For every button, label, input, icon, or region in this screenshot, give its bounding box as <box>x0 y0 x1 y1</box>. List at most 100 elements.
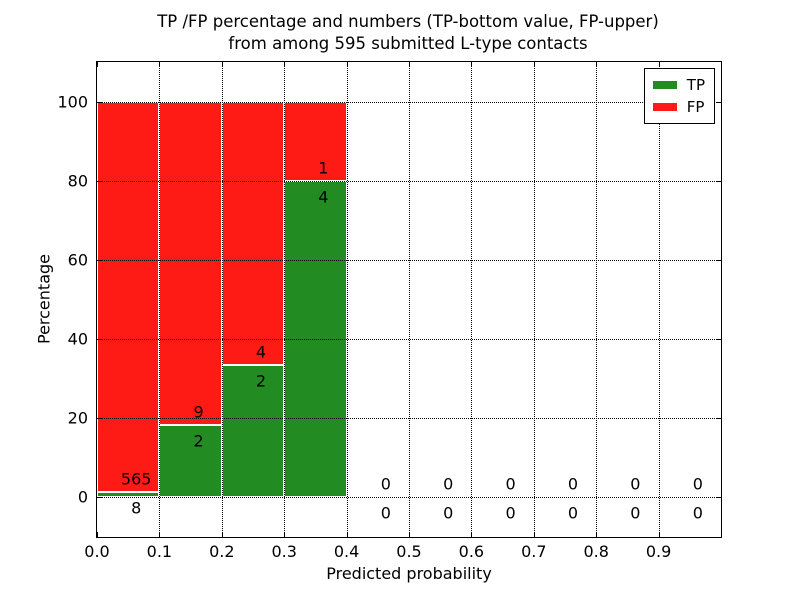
y-tick-mark-right <box>716 259 721 261</box>
x-tick-mark-top <box>221 62 223 67</box>
x-tick-label: 0.4 <box>333 542 360 561</box>
fp-count-label: 1 <box>318 158 329 178</box>
legend-label-fp: FP <box>686 97 705 116</box>
grid-line-horizontal <box>97 339 721 341</box>
grid-line-vertical <box>409 62 410 537</box>
fp-count-label: 0 <box>443 474 454 494</box>
chart-title-line1: TP /FP percentage and numbers (TP-bottom… <box>157 12 659 31</box>
x-tick-mark <box>596 532 598 537</box>
grid-line-vertical <box>159 62 161 537</box>
x-tick-mark-top <box>409 62 410 67</box>
bar-fp-segment <box>284 101 347 181</box>
tp-count-label: 2 <box>193 431 204 451</box>
y-tick-label: 20 <box>67 408 88 428</box>
x-tick-mark-top <box>471 62 473 67</box>
bar-tp-segment <box>97 491 160 498</box>
tp-count-label: 2 <box>255 371 267 391</box>
tp-count-label: 0 <box>380 503 391 523</box>
y-tick-mark-right <box>716 180 721 182</box>
fp-count-label: 4 <box>255 342 267 362</box>
grid-line-vertical <box>221 62 223 537</box>
tp-count-label: 4 <box>318 187 329 207</box>
grid-line-horizontal <box>97 418 721 420</box>
chart-title: TP /FP percentage and numbers (TP-bottom… <box>86 11 730 55</box>
grid-line-horizontal <box>97 259 721 261</box>
chart-title-line2: from among 595 submitted L-type contacts <box>228 34 588 53</box>
x-tick-mark-top <box>346 62 348 67</box>
grid-line-vertical <box>658 62 660 537</box>
tp-count-label: 0 <box>443 503 454 523</box>
x-tick-label: 0.6 <box>458 542 485 561</box>
y-tick-mark-right <box>716 418 721 420</box>
fp-count-label: 0 <box>505 474 516 494</box>
x-tick-label: 0.3 <box>271 542 297 561</box>
grid-line-horizontal <box>97 101 721 103</box>
y-tick-mark <box>97 339 102 341</box>
y-tick-mark <box>97 180 102 182</box>
x-tick-mark-top <box>284 62 286 67</box>
grid-line-vertical <box>284 62 286 537</box>
y-tick-label: 100 <box>57 92 88 112</box>
y-tick-mark-right <box>716 101 721 103</box>
tp-count-label: 0 <box>692 503 703 523</box>
grid-line-vertical <box>596 62 598 537</box>
x-tick-mark <box>97 532 98 537</box>
x-tick-mark-top <box>596 62 598 67</box>
x-tick-mark-top <box>533 62 535 67</box>
y-tick-mark <box>97 497 102 499</box>
x-tick-label: 0.8 <box>583 542 609 561</box>
legend: TP FP <box>643 68 715 124</box>
x-tick-mark <box>471 532 473 537</box>
x-tick-mark-top <box>159 62 161 67</box>
tp-legend-swatch-icon <box>652 81 677 89</box>
bar-fp-segment <box>159 101 222 426</box>
legend-label-tp: TP <box>686 75 705 94</box>
fp-count-label: 0 <box>380 474 391 494</box>
y-tick-mark <box>97 259 102 261</box>
tp-count-label: 8 <box>131 498 142 518</box>
tp-count-label: 0 <box>505 503 516 523</box>
x-tick-label: 0.7 <box>521 542 547 561</box>
bar-tp-segment <box>221 365 285 498</box>
x-tick-label: 0.1 <box>146 542 173 561</box>
grid-line-vertical <box>533 62 535 537</box>
x-axis-label: Predicted probability <box>326 564 492 583</box>
fp-legend-swatch-icon <box>652 103 677 111</box>
x-tick-mark <box>284 532 286 537</box>
x-tick-mark <box>658 532 660 537</box>
x-tick-mark-top <box>97 62 98 67</box>
tp-count-label: 0 <box>630 503 641 523</box>
bar-fp-segment <box>221 101 285 366</box>
fp-count-label: 0 <box>692 474 703 494</box>
legend-row-tp: TP <box>652 74 705 96</box>
fp-count-label: 9 <box>193 402 204 422</box>
y-tick-label: 0 <box>77 487 88 507</box>
grid-line-horizontal <box>97 180 721 182</box>
grid-line-vertical <box>346 62 348 537</box>
y-tick-mark-right <box>716 497 721 499</box>
x-tick-mark <box>346 532 348 537</box>
y-tick-mark-right <box>716 339 721 341</box>
x-tick-label: 0.5 <box>396 542 422 561</box>
legend-row-fp: FP <box>652 96 705 118</box>
x-tick-mark <box>409 532 410 537</box>
x-tick-mark <box>221 532 223 537</box>
bar-tp-segment <box>159 425 222 498</box>
x-tick-mark <box>159 532 161 537</box>
y-tick-label: 40 <box>67 329 88 349</box>
x-tick-label: 0.0 <box>84 542 110 561</box>
fp-count-label: 0 <box>567 474 579 494</box>
grid-line-horizontal <box>97 497 721 499</box>
x-tick-mark-top <box>658 62 660 67</box>
y-tick-label: 60 <box>67 250 88 270</box>
y-tick-mark <box>97 101 102 103</box>
y-tick-mark <box>97 418 102 420</box>
plot-area: 565 8 9 2 4 2 1 4 0 0 0 0 0 0 0 0 0 0 0 0 TP FP <box>96 61 722 538</box>
y-tick-label: 80 <box>67 171 88 191</box>
bar-fp-segment <box>97 101 160 492</box>
x-tick-label: 0.2 <box>209 542 235 561</box>
fp-count-label: 0 <box>630 474 641 494</box>
fp-count-label: 565 <box>120 469 152 489</box>
tp-count-label: 0 <box>567 503 579 523</box>
